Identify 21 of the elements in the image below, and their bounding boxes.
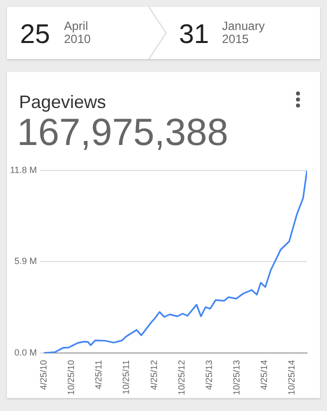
x-tick-label: 4/25/10 <box>38 360 48 390</box>
chart-subtitle: 167,975,388 <box>17 112 228 155</box>
x-tick-label: 4/25/12 <box>148 360 159 390</box>
text: 2015 <box>222 32 249 46</box>
x-tick-label: 10/25/14 <box>286 360 297 396</box>
x-tick-label: 10/25/12 <box>176 360 186 396</box>
chart-title: Pageviews <box>19 92 106 113</box>
x-tick-label: 4/25/11 <box>93 360 104 390</box>
text: 31 <box>179 19 210 50</box>
x-tick-label: 4/25/14 <box>259 360 270 390</box>
x-tick-label: 10/25/10 <box>66 360 76 396</box>
text: January <box>222 19 265 33</box>
y-tick-label: 5.9 M <box>14 256 37 266</box>
text: 25 <box>20 19 50 50</box>
x-tick-label: 10/25/11 <box>121 360 132 394</box>
text: 2010 <box>64 32 91 46</box>
x-tick-label: 10/25/13 <box>232 360 242 396</box>
y-tick-label: 11.8 M <box>10 164 37 175</box>
x-tick-label: 4/25/13 <box>204 360 214 390</box>
text: April <box>64 19 90 33</box>
y-tick-label: 0.0 M <box>14 347 37 358</box>
